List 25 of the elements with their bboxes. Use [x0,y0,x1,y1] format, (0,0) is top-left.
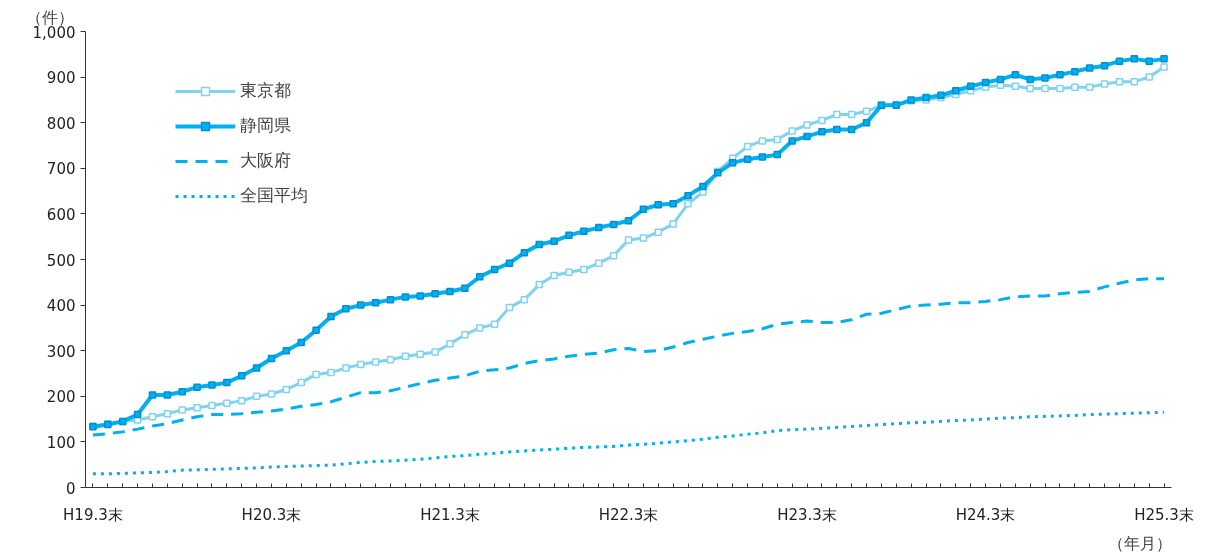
legend-label: 大阪府 [240,149,291,172]
y-tick-label: 600 [46,205,76,224]
x-tick-label: H23.3末 [777,505,837,524]
line-series [91,410,1166,476]
x-tick-label: H25.3末 [1134,505,1194,524]
x-tick-label: H20.3末 [241,505,302,524]
x-tick-label: H21.3末 [420,505,480,524]
y-tick-label: 100 [46,433,76,452]
legend-label: 東京都 [240,79,291,102]
x-tick-label: H24.3末 [955,505,1016,524]
y-tick-label: 0 [65,479,76,498]
legend-label: 静岡県 [240,114,291,137]
x-axis-title: （年月） [1107,533,1172,553]
y-tick-label: 400 [46,297,76,316]
y-tick-label: 700 [46,160,76,179]
y-tick-label: 900 [46,69,76,88]
x-tick-label: H22.3末 [598,505,659,524]
legend-label: 全国平均 [240,184,308,207]
x-tick-label: H19.3末 [63,505,123,524]
y-tick-label: 500 [46,251,76,270]
y-tick-label: 300 [46,342,76,361]
y-tick-label: 200 [46,388,76,407]
line-series [91,277,1166,437]
y-axis-title: （件） [25,7,74,27]
y-tick-label: 800 [46,114,76,133]
